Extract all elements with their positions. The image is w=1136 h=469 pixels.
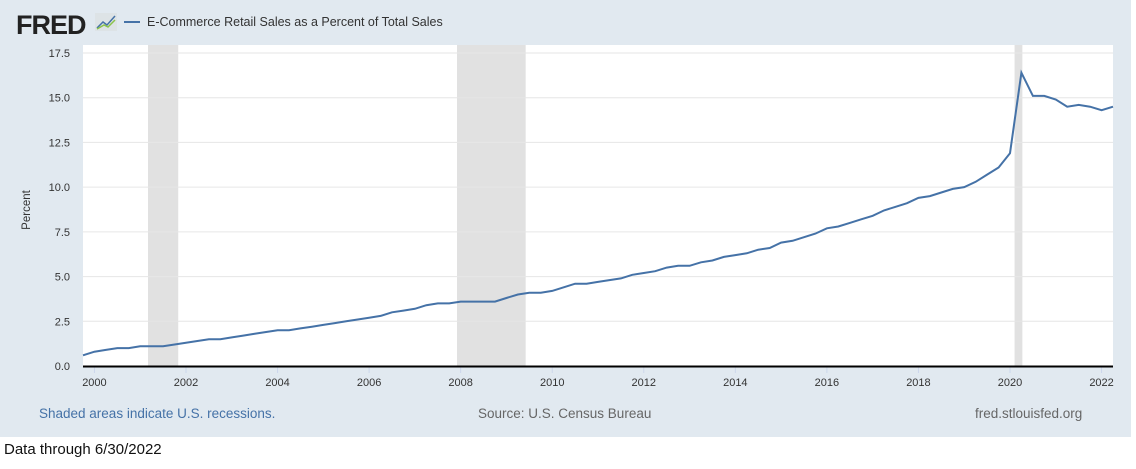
x-tick-label: 2020 [998, 377, 1022, 389]
recession-band [457, 45, 526, 366]
y-axis-label: Percent [21, 189, 33, 229]
data-through-text: Data through 6/30/2022 [4, 441, 162, 458]
y-tick-label: 17.5 [49, 48, 70, 60]
x-tick-label: 2014 [723, 377, 747, 389]
x-tick-label: 2000 [82, 377, 106, 389]
series-line [82, 69, 1114, 357]
x-tick-label: 2012 [632, 377, 656, 389]
y-tick-label: 10.0 [49, 182, 70, 194]
recession-band [148, 45, 179, 366]
source-text: Source: U.S. Census Bureau [478, 406, 652, 421]
y-tick-label: 7.5 [55, 227, 70, 239]
y-tick-label: 12.5 [49, 137, 70, 149]
x-tick-label: 2006 [357, 377, 381, 389]
fred-chart-logo-icon [95, 13, 117, 31]
x-tick-label: 2018 [906, 377, 930, 389]
fred-logo[interactable]: FRED [16, 10, 86, 40]
x-tick-label: 2022 [1089, 377, 1113, 389]
recession-note: Shaded areas indicate U.S. recessions. [39, 406, 276, 421]
plot-area [83, 45, 1113, 366]
x-tick-label: 2004 [265, 377, 289, 389]
y-tick-label: 5.0 [55, 272, 70, 284]
recession-band [1014, 45, 1023, 366]
y-tick-label: 2.5 [55, 316, 70, 328]
x-tick-label: 2010 [540, 377, 564, 389]
legend-label: E-Commerce Retail Sales as a Percent of … [147, 15, 443, 29]
x-tick-label: 2016 [815, 377, 839, 389]
legend-swatch [124, 21, 140, 23]
site-link[interactable]: fred.stlouisfed.org [975, 406, 1083, 421]
y-tick-label: 0.0 [55, 361, 70, 373]
line-chart: 0.0 2.5 5.0 7.5 10.0 12.5 15.0 17.5 2000 2002 2004… [21, 45, 1114, 389]
y-tick-label: 15.0 [49, 93, 70, 105]
x-tick-label: 2002 [174, 377, 198, 389]
legend: E-Commerce Retail Sales as a Percent of … [124, 15, 443, 29]
x-tick-label: 2008 [448, 377, 472, 389]
